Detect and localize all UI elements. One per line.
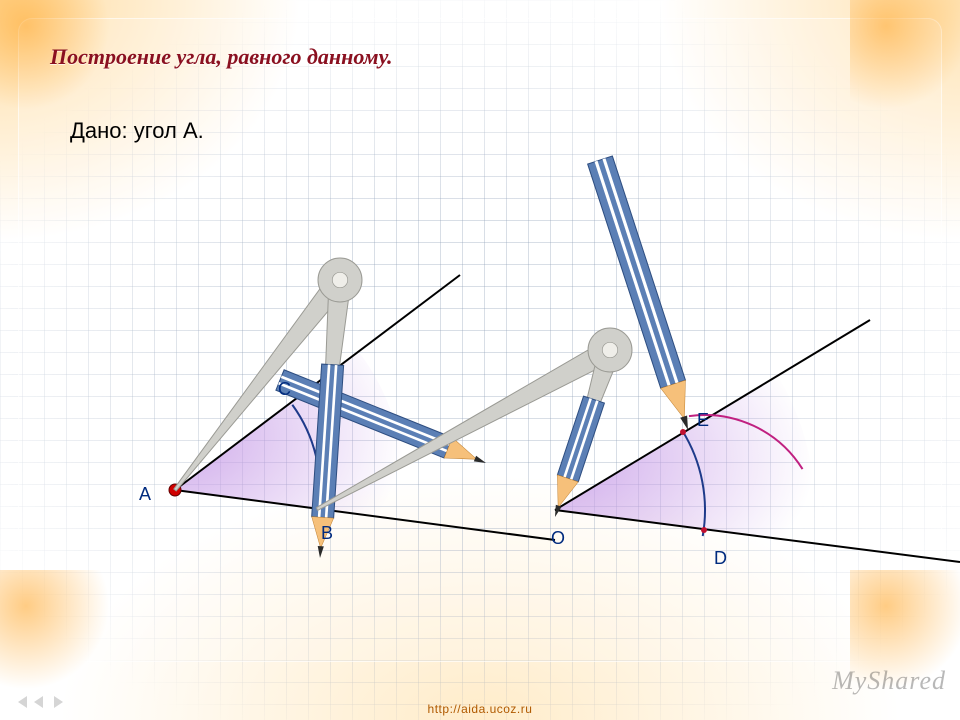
point-label-B: B [321,523,333,544]
footer-link: http://aida.ucoz.ru [0,702,960,716]
point-label-C: C [278,379,291,400]
slide-stage: Построение угла, равного данному. Дано: … [0,0,960,720]
geometry-svg [0,0,960,720]
point-label-E: E [697,410,709,431]
watermark: MyShared [832,666,946,696]
point-label-O: O [551,528,565,549]
point-label-D: D [714,548,727,569]
point-label-A: A [139,484,151,505]
given-text: Дано: угол А. [70,118,204,144]
slide-title: Построение угла, равного данному. [50,44,392,70]
next-slide-icon[interactable] [54,696,63,708]
prev-slide-icon[interactable] [18,696,27,708]
first-slide-icon[interactable] [34,696,43,708]
